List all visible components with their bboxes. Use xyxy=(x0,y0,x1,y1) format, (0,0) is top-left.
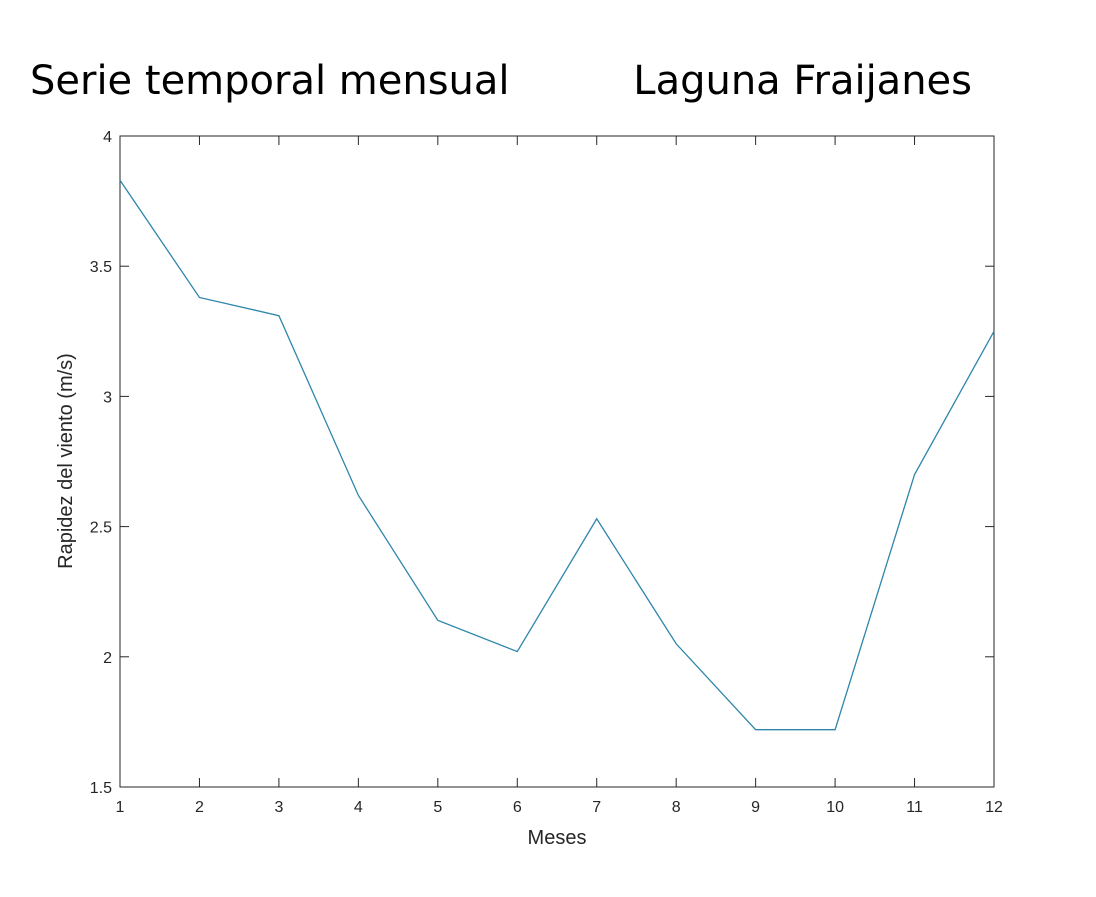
y-axis-label: Rapidez del viento (m/s) xyxy=(55,353,77,569)
series-line xyxy=(119,179,995,731)
x-tick-label: 5 xyxy=(433,799,442,816)
x-tick-label: 8 xyxy=(672,799,681,816)
y-tick-label: 2.5 xyxy=(90,520,112,537)
x-axis: 1 2 3 4 5 6 7 8 9 10 11 12 xyxy=(116,136,1003,816)
axes-box xyxy=(119,135,995,788)
x-axis-label: Meses xyxy=(528,827,587,849)
x-tick-label: 12 xyxy=(985,799,1003,816)
x-tick-label: 6 xyxy=(513,799,522,816)
x-tick-label: 9 xyxy=(751,799,760,816)
y-axis: 1.5 2 2.5 3 3.5 4 xyxy=(90,129,994,797)
x-tick-label: 3 xyxy=(274,799,283,816)
x-tick-label: 1 xyxy=(116,799,125,816)
y-tick-label: 3 xyxy=(103,389,112,406)
x-tick-label: 11 xyxy=(906,799,923,816)
x-tick-label: 4 xyxy=(354,799,363,816)
y-tick-label: 2 xyxy=(103,650,112,667)
x-tick-label: 2 xyxy=(195,799,204,816)
chart-title-right: Laguna Fraijanes xyxy=(633,58,972,104)
y-tick-label: 3.5 xyxy=(90,259,112,276)
x-tick-label: 10 xyxy=(826,799,844,816)
plot-area: 1.522.533.54 1 2 3 4 5 6 7 8 9 10 11 12 xyxy=(90,129,1003,816)
y-tick-label: 4 xyxy=(103,129,112,146)
x-tick-label: 7 xyxy=(592,799,601,816)
y-tick-label: 1.5 xyxy=(90,780,112,797)
chart-title-left: Serie temporal mensual xyxy=(30,58,510,104)
